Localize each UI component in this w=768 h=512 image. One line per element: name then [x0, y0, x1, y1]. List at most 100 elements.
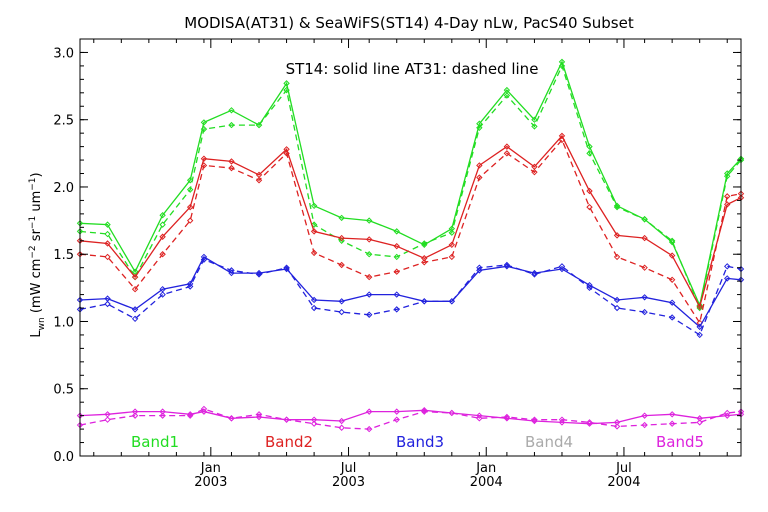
band2-at31-point — [531, 168, 538, 176]
band5-st14-point — [365, 408, 373, 415]
band2-st14-point — [696, 303, 703, 310]
band1-st14-point — [338, 214, 345, 222]
band3-at31-point — [421, 298, 428, 305]
band5-at31-point — [186, 412, 194, 419]
band2-st14-point — [503, 143, 511, 150]
band5-at31-point — [668, 420, 676, 427]
band5-at31-point — [131, 412, 139, 419]
band2-at31-point — [310, 249, 318, 257]
y-tick-label: 2.0 — [53, 181, 74, 196]
x-tick-label-month: Jul — [615, 461, 632, 476]
band5-at31-point — [421, 408, 428, 415]
band2-st14-point — [448, 241, 456, 249]
band3-st14-point — [310, 296, 318, 304]
band1-at31-point — [310, 221, 318, 228]
band3-st14-point — [283, 265, 290, 273]
y-tick-label: 2.5 — [53, 114, 74, 129]
band2-at31-point — [283, 150, 290, 157]
band1-st14-point — [393, 228, 400, 235]
band3-at31-point — [586, 284, 593, 292]
band3-at31-point — [668, 314, 676, 321]
band1-at31-point — [613, 203, 621, 211]
band1-at31-point — [200, 125, 208, 133]
band2-at31-point — [737, 190, 745, 197]
y-axis-label: Lwn (mW cm−2 sr−1 um−1) — [28, 172, 47, 337]
band2-at31-point — [365, 273, 373, 281]
band3-at31-point — [310, 304, 318, 312]
legend-item-band4: Band4 — [525, 433, 573, 451]
band2-st14-point — [613, 232, 621, 239]
band1-at31-point — [737, 156, 745, 164]
band3-at31-point — [255, 271, 263, 278]
band1-st14-point — [586, 143, 593, 150]
band5-at31-point — [476, 415, 483, 422]
band3-at31-point — [338, 308, 345, 316]
band3-at31-point — [448, 298, 456, 305]
x-tick-label-year: 2004 — [470, 475, 503, 490]
band5-at31-point — [531, 416, 538, 423]
band2-st14-point — [365, 236, 373, 243]
x-tick-label-month: Jan — [200, 461, 221, 476]
x-tick-label-year: 2004 — [607, 475, 640, 490]
y-tick-label: 1.0 — [53, 315, 74, 330]
band3-at31-point — [283, 264, 290, 271]
band2-at31-point — [613, 253, 621, 261]
band3-st14-point — [104, 295, 111, 302]
band2-st14-point — [668, 252, 676, 259]
band5-at31-point — [696, 419, 703, 426]
plot-frame — [79, 38, 742, 457]
band3-st14-point — [393, 291, 400, 298]
band1-at31-point — [393, 253, 400, 261]
band1-at31-point — [186, 186, 194, 193]
band1-at31-point — [448, 229, 456, 236]
band1-st14-point — [283, 80, 290, 87]
band5-st14-point — [586, 420, 593, 427]
band3-at31-point — [696, 331, 703, 339]
band5-at31-point — [586, 419, 593, 426]
band1-at31-point — [558, 62, 566, 70]
legend: Band1 Band2 Band3 Band4 Band5 — [131, 433, 704, 451]
y-tick-label: 3.0 — [53, 46, 74, 61]
y-axis-label-exp1: −2 — [28, 245, 38, 258]
band1-at31-point — [283, 86, 290, 94]
y-axis-label-units-close: ) — [29, 172, 44, 177]
band3-st14-point — [613, 296, 621, 304]
chart-title: MODISA(AT31) & SeaWiFS(ST14) 4-Day nLw, … — [184, 14, 634, 32]
band5-at31-point — [200, 405, 208, 413]
band3-at31-point — [531, 271, 538, 278]
band3-at31-point — [503, 261, 511, 269]
band2-at31-point — [200, 162, 208, 169]
band2-st14-point — [228, 158, 235, 165]
band2-at31-point — [503, 150, 511, 157]
band5-at31-point — [310, 420, 318, 427]
x-tick-label-year: 2003 — [194, 475, 227, 490]
band1-st14-point — [310, 202, 318, 210]
band3-st14-point — [724, 275, 731, 282]
y-axis-label-um: um — [29, 191, 44, 216]
band1-at31-point — [641, 216, 648, 223]
band2-at31-point — [586, 203, 593, 211]
band3-at31-point — [641, 308, 648, 316]
band2-st14-point — [641, 234, 648, 242]
band5-st14-point — [393, 408, 400, 415]
band3-st14-point — [668, 299, 676, 306]
band1-at31-point — [503, 92, 511, 99]
band3-at31-point — [76, 306, 84, 313]
band2-st14-point — [586, 187, 593, 195]
band1-at31-point — [228, 121, 235, 129]
band3-st14-point — [338, 298, 345, 305]
band2-st14-point — [131, 273, 139, 281]
band1-st14-point — [200, 119, 208, 126]
band3-st14-point — [365, 291, 373, 298]
y-axis-label-exp2: −1 — [28, 216, 38, 229]
y-axis-label-base: L — [29, 330, 44, 338]
y-tick-label: 0.0 — [53, 450, 74, 465]
band2-st14-point — [104, 240, 111, 247]
band1-st14-point — [421, 241, 428, 249]
band5-at31-point — [255, 411, 263, 418]
band3-at31-point — [186, 283, 194, 290]
band5-st14-point — [668, 411, 676, 418]
band3-at31-point — [558, 263, 566, 270]
band3-st14-point — [131, 306, 139, 313]
